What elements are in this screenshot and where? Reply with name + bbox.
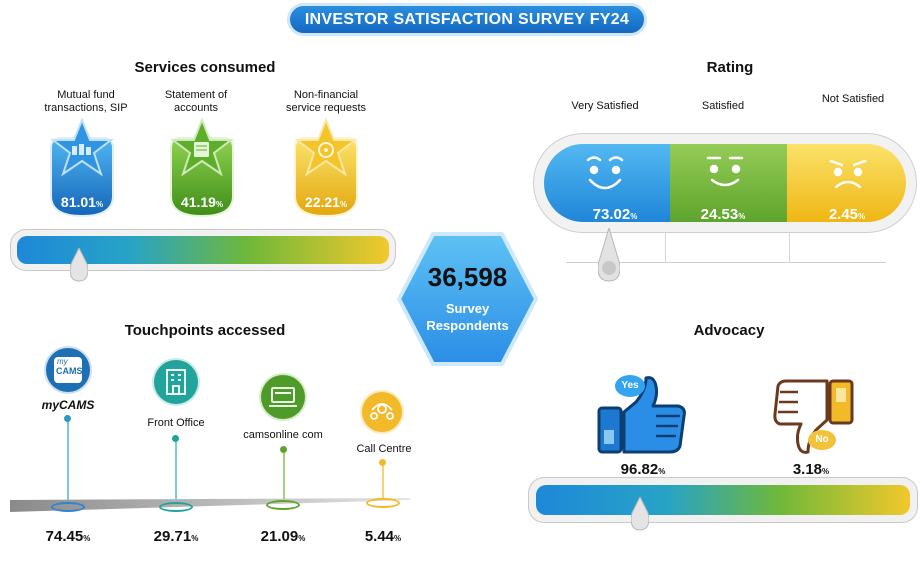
touchpoints-baseline (10, 490, 410, 512)
mycams-app-icon-face: my CAMS (54, 357, 83, 383)
mycams-app-icon: my CAMS (46, 348, 90, 392)
mycams-app-icon-text-1: my (57, 357, 68, 366)
rating-title: Rating (706, 59, 754, 76)
respondents-label-1: Survey (445, 301, 490, 316)
advocacy-value-yes: 96.82% (620, 461, 666, 478)
smile-face-icon (702, 150, 748, 200)
service-value-non-financial: 22.21% (304, 194, 348, 210)
rating-tick (789, 232, 790, 262)
happy-face-icon (580, 150, 630, 200)
service-badge-non-financial (289, 117, 363, 218)
touchpoint-label-mycams: myCAMS (41, 398, 95, 412)
statement-icon (170, 117, 234, 218)
touchpoint-value-call-centre: 5.44% (364, 528, 402, 545)
touchpoint-dot (379, 459, 386, 466)
rating-label-satisfied: Satisfied (701, 100, 745, 112)
touchpoint-dot (172, 435, 179, 442)
touchpoint-dot (280, 446, 287, 453)
touchpoint-value-camsonline: 21.09% (260, 528, 306, 545)
touchpoint-label-camsonline: camsonline com (243, 429, 323, 441)
service-label-non-financial: Non-financial service requests (285, 89, 367, 114)
service-label-mutual-fund: Mutual fund transactions, SIP (44, 89, 128, 114)
service-value-mutual-fund: 81.01% (60, 194, 104, 210)
rating-value-very-satisfied: 73.02% (592, 206, 638, 223)
touchpoint-ring (266, 500, 300, 510)
touchpoint-value-mycams: 74.45% (45, 528, 91, 545)
advocacy-yes-badge: Yes (615, 375, 645, 397)
advocacy-title: Advocacy (693, 322, 765, 339)
touchpoint-stem (175, 438, 177, 500)
mutual-fund-icon (50, 117, 114, 218)
services-title: Services consumed (134, 59, 276, 76)
touchpoint-label-front-office: Front Office (147, 417, 205, 429)
touchpoint-stem (382, 462, 384, 498)
rating-value-satisfied: 24.53% (700, 206, 746, 223)
touchpoint-value-front-office: 29.71% (153, 528, 199, 545)
building-icon (154, 360, 198, 404)
rating-segment-very-satisfied (544, 144, 670, 222)
touchpoint-label-call-centre: Call Centre (356, 443, 412, 455)
advocacy-no-badge: No (808, 430, 836, 450)
touchpoint-ring (366, 498, 400, 508)
touchpoint-ring (159, 502, 193, 512)
thumbs-down-icon (772, 378, 856, 458)
sad-face-icon (826, 155, 870, 200)
rating-tick (665, 232, 666, 262)
rating-value-not-satisfied: 2.45% (828, 206, 866, 223)
respondents-label-2: Respondents (426, 318, 509, 333)
service-badge-statement (165, 117, 239, 218)
thumbs-up-icon (596, 372, 688, 456)
touchpoint-stem (67, 418, 69, 500)
rating-pointer (597, 226, 621, 282)
rating-label-not-satisfied: Not Satisfied (821, 93, 885, 105)
service-label-statement: Statement of accounts (164, 89, 228, 114)
service-value-statement: 41.19% (180, 194, 224, 210)
service-request-icon (294, 117, 358, 218)
advocacy-bar (528, 477, 918, 523)
advocacy-value-no: 3.18% (792, 461, 830, 478)
rating-label-very-satisfied: Very Satisfied (571, 100, 639, 112)
touchpoint-dot (64, 415, 71, 422)
touchpoint-ring (51, 502, 85, 512)
headset-icon (362, 392, 402, 432)
mycams-app-icon-text-2: CAMS (56, 366, 83, 376)
touchpoints-title: Touchpoints accessed (124, 322, 286, 339)
page-title: INVESTOR SATISFACTION SURVEY FY24 (287, 3, 647, 36)
respondents-count: 36,598 (427, 262, 508, 292)
services-bar-pointer (69, 246, 89, 282)
rating-segment-satisfied (670, 144, 787, 222)
services-bar (10, 229, 396, 271)
rating-scale-line (566, 262, 886, 263)
respondents-hexagon (395, 230, 540, 368)
service-badge-mutual-fund (45, 117, 119, 218)
advocacy-bar-pointer (630, 495, 650, 531)
touchpoint-stem (283, 449, 285, 499)
laptop-icon (261, 375, 305, 419)
